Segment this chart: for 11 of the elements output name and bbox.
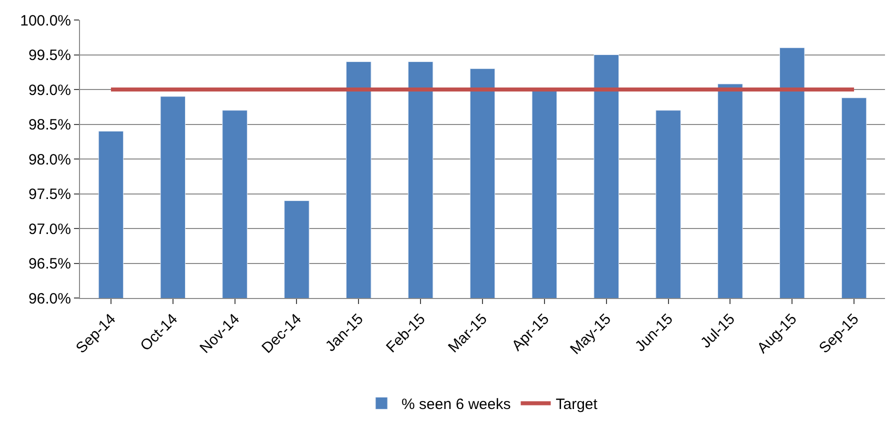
y-tick-label: 96.5% [28,256,71,272]
y-tick-label: 97.0% [28,220,71,238]
y-tick-label: 97.5% [28,186,71,203]
y-tick-label: 99.0% [28,82,71,99]
y-tick-label: 98.0% [28,151,71,168]
y-tick-label: 99.5% [28,47,71,64]
y-tick-label: 100.0% [20,12,71,30]
y-tick-label: 98.5% [28,116,71,134]
y-tick-label: 96.0% [28,290,71,308]
legend-label: Target [556,396,598,414]
legend-label: % seen 6 weeks [402,396,511,414]
